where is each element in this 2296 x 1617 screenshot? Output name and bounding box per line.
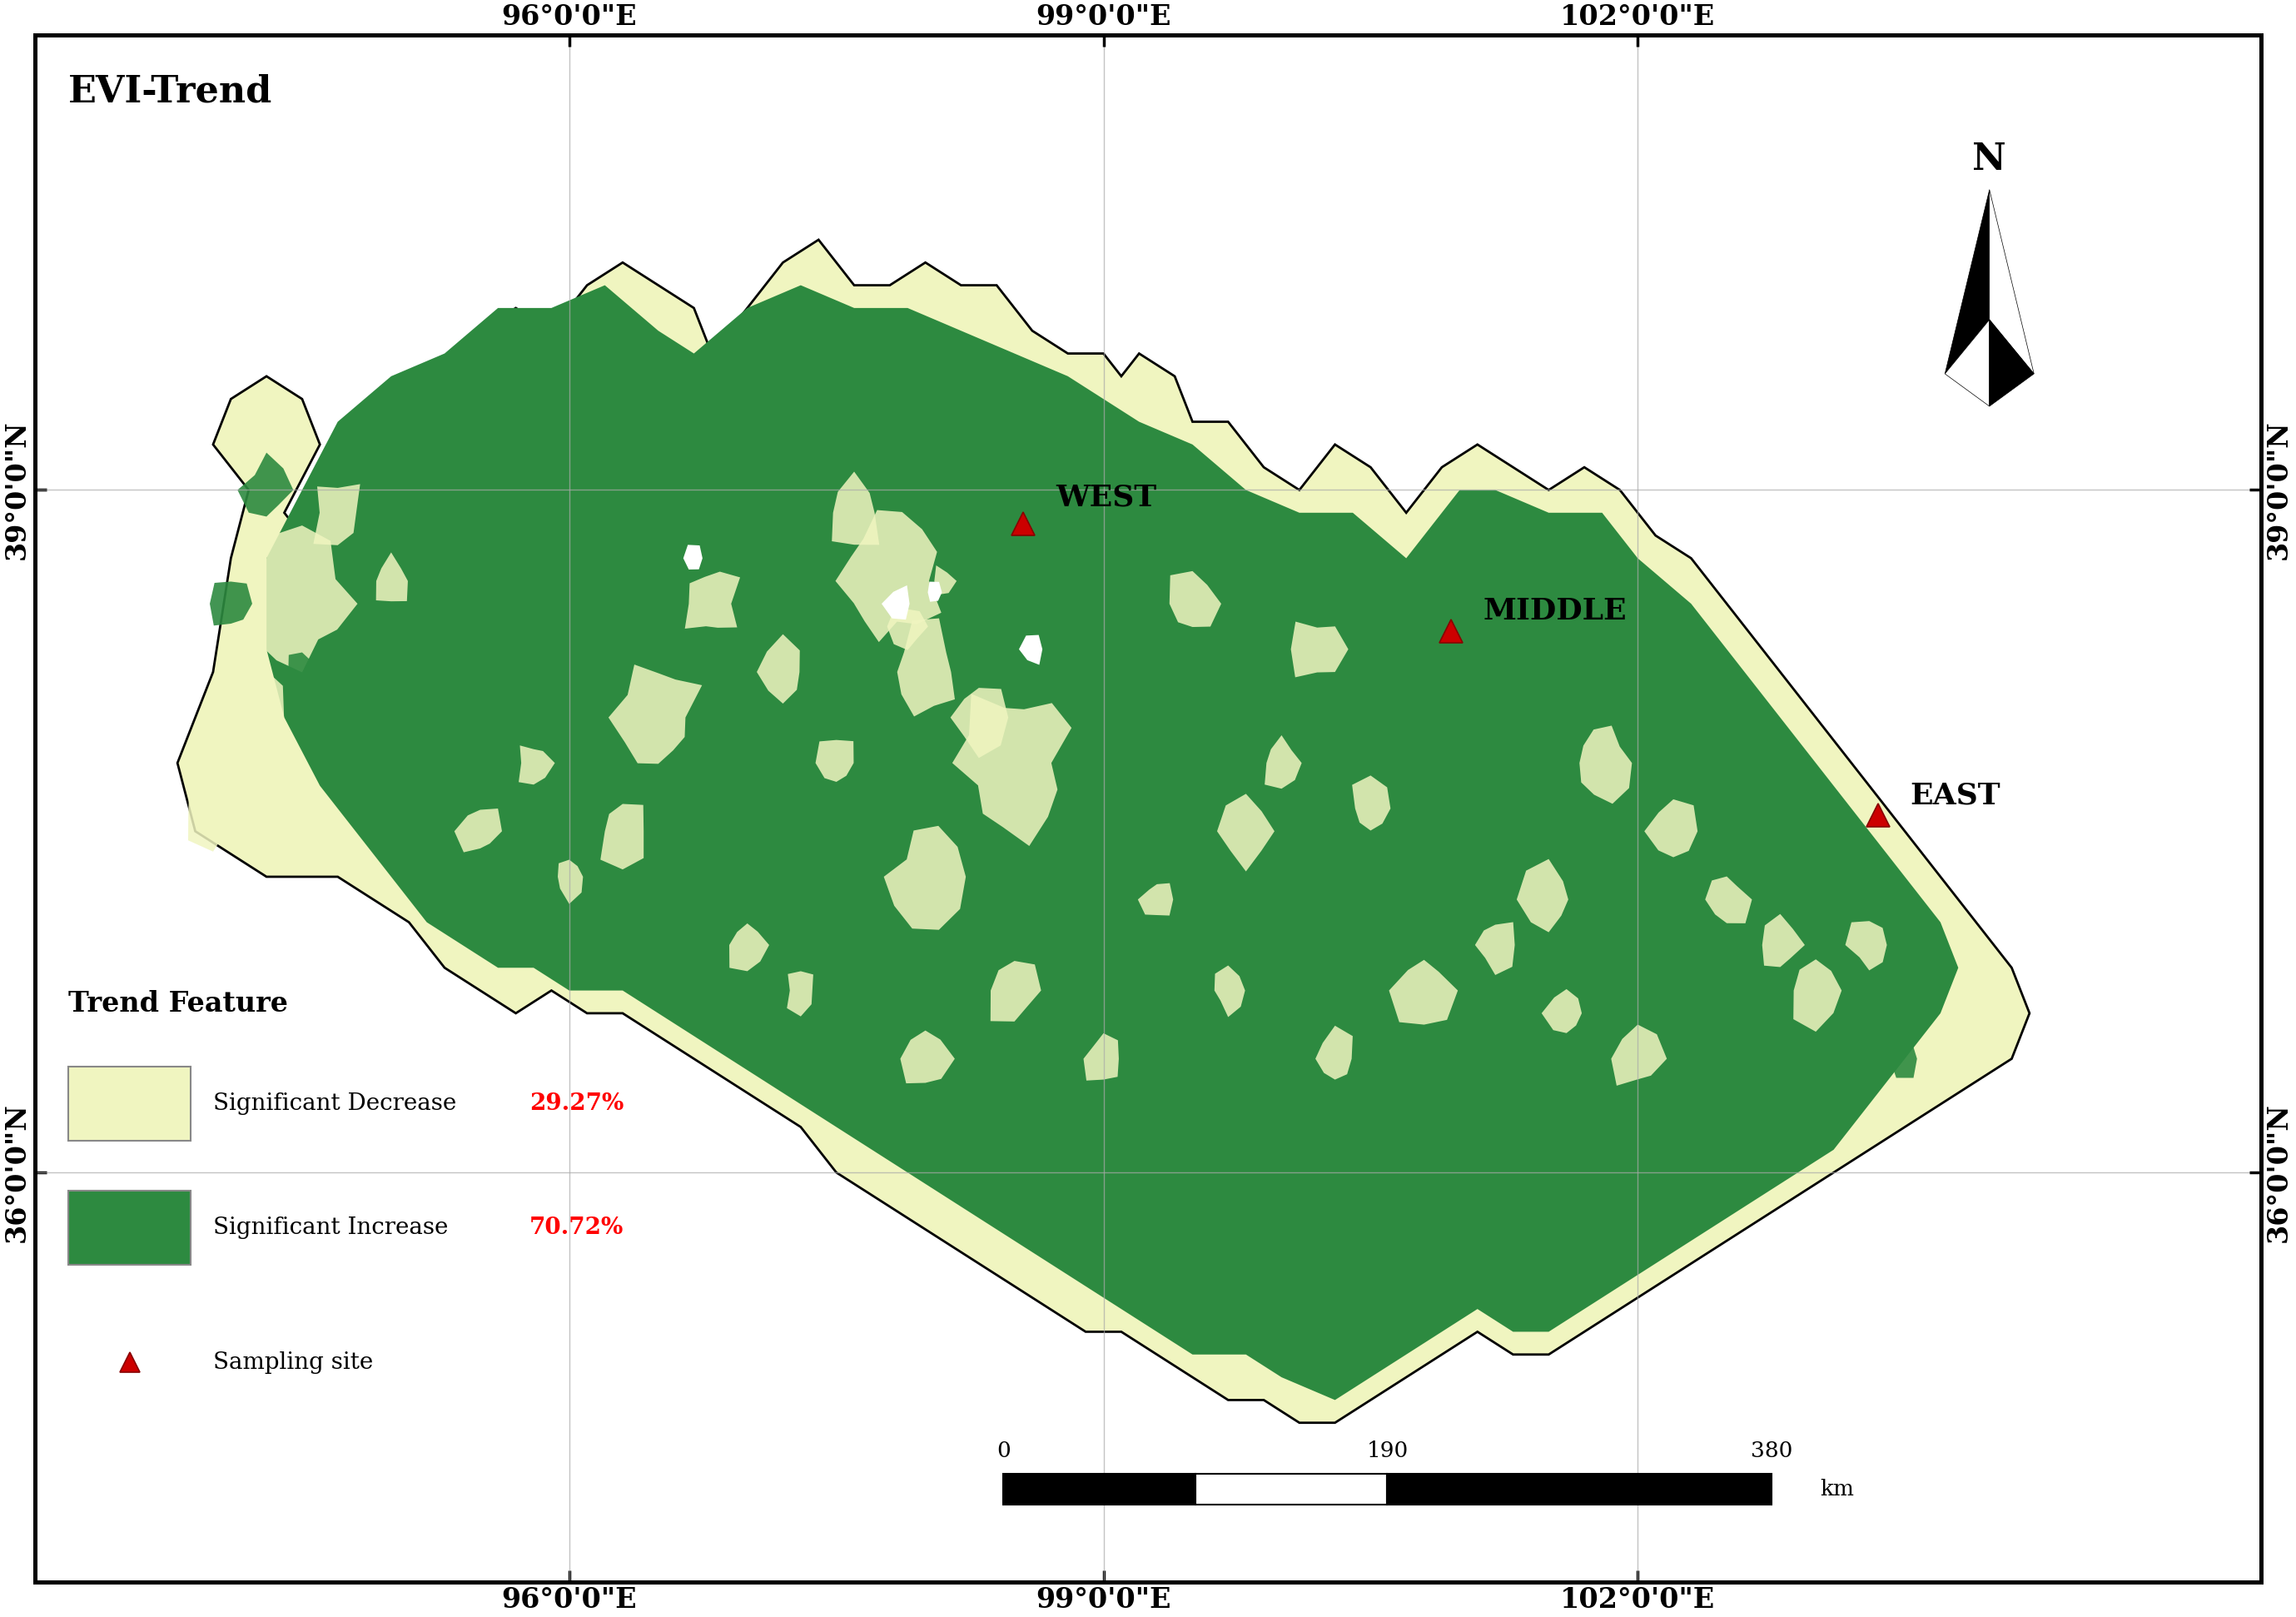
Polygon shape [209,582,253,626]
Polygon shape [886,610,928,650]
Polygon shape [1265,736,1302,789]
Polygon shape [1988,189,2034,374]
Polygon shape [1945,320,1988,406]
Polygon shape [934,566,957,595]
Polygon shape [1945,189,1988,374]
Polygon shape [1316,1025,1352,1080]
Polygon shape [1019,635,1042,665]
FancyBboxPatch shape [1196,1473,1387,1505]
Polygon shape [211,666,285,762]
Polygon shape [1084,1033,1118,1080]
Polygon shape [379,684,402,710]
Polygon shape [592,361,620,396]
Polygon shape [1169,571,1221,627]
Polygon shape [537,889,563,914]
Text: 380: 380 [1750,1441,1793,1462]
Text: EVI-Trend: EVI-Trend [69,74,273,110]
Polygon shape [1612,1025,1667,1085]
Text: EAST: EAST [1910,781,2000,810]
Polygon shape [900,1030,955,1083]
Polygon shape [289,652,319,686]
Polygon shape [1644,799,1697,857]
Polygon shape [1988,320,2034,406]
Polygon shape [831,472,879,545]
Text: Significant Increase: Significant Increase [214,1216,448,1239]
Polygon shape [494,901,533,948]
FancyBboxPatch shape [69,1067,191,1142]
Polygon shape [411,419,439,462]
Text: 29.27%: 29.27% [528,1093,625,1116]
Polygon shape [730,923,769,972]
Text: Sampling site: Sampling site [214,1352,374,1373]
Polygon shape [558,412,581,435]
Polygon shape [953,694,1072,846]
Polygon shape [452,383,473,416]
FancyBboxPatch shape [69,1190,191,1264]
Text: 70.72%: 70.72% [528,1216,625,1239]
Polygon shape [177,239,2030,1423]
Text: N: N [1972,142,2007,178]
Polygon shape [684,545,703,569]
Text: MIDDLE: MIDDLE [1483,597,1626,626]
Polygon shape [643,949,675,985]
Polygon shape [788,972,813,1017]
Polygon shape [1706,876,1752,923]
Polygon shape [236,453,294,516]
Polygon shape [558,860,583,904]
Polygon shape [1580,726,1632,804]
Polygon shape [1215,965,1244,1017]
Polygon shape [608,665,703,763]
Polygon shape [1139,883,1173,915]
Polygon shape [1387,1290,1426,1328]
Polygon shape [884,826,967,930]
Polygon shape [365,618,381,640]
Polygon shape [1846,922,1887,970]
Polygon shape [882,585,909,619]
Polygon shape [1518,859,1568,933]
Text: WEST: WEST [1056,483,1157,511]
Polygon shape [836,509,941,642]
Polygon shape [898,618,955,716]
Polygon shape [1619,1198,1653,1239]
Polygon shape [312,483,360,545]
Polygon shape [1474,922,1515,975]
FancyBboxPatch shape [1003,1473,1196,1505]
Polygon shape [602,804,643,870]
Polygon shape [1352,776,1391,831]
Polygon shape [1483,1271,1513,1303]
Polygon shape [519,745,556,784]
Polygon shape [684,572,739,629]
Text: Trend Feature: Trend Feature [69,990,289,1017]
Text: km: km [1821,1480,1855,1499]
Polygon shape [1761,914,1805,967]
Polygon shape [1217,794,1274,872]
Polygon shape [455,808,503,852]
Text: 0: 0 [996,1441,1010,1462]
Polygon shape [188,770,239,852]
Polygon shape [928,582,941,602]
Polygon shape [951,687,1008,758]
Polygon shape [1541,990,1582,1033]
Polygon shape [377,553,409,602]
Polygon shape [253,526,358,673]
Polygon shape [815,741,854,783]
Polygon shape [266,285,1958,1400]
Polygon shape [1290,621,1348,678]
Polygon shape [1793,959,1841,1032]
Polygon shape [1890,1043,1917,1079]
Polygon shape [1924,949,1958,985]
Polygon shape [1389,960,1458,1025]
Text: Significant Decrease: Significant Decrease [214,1093,457,1116]
Text: 190: 190 [1366,1441,1407,1462]
Polygon shape [758,634,799,703]
Polygon shape [990,960,1040,1022]
Polygon shape [342,721,365,758]
FancyBboxPatch shape [1387,1473,1770,1505]
